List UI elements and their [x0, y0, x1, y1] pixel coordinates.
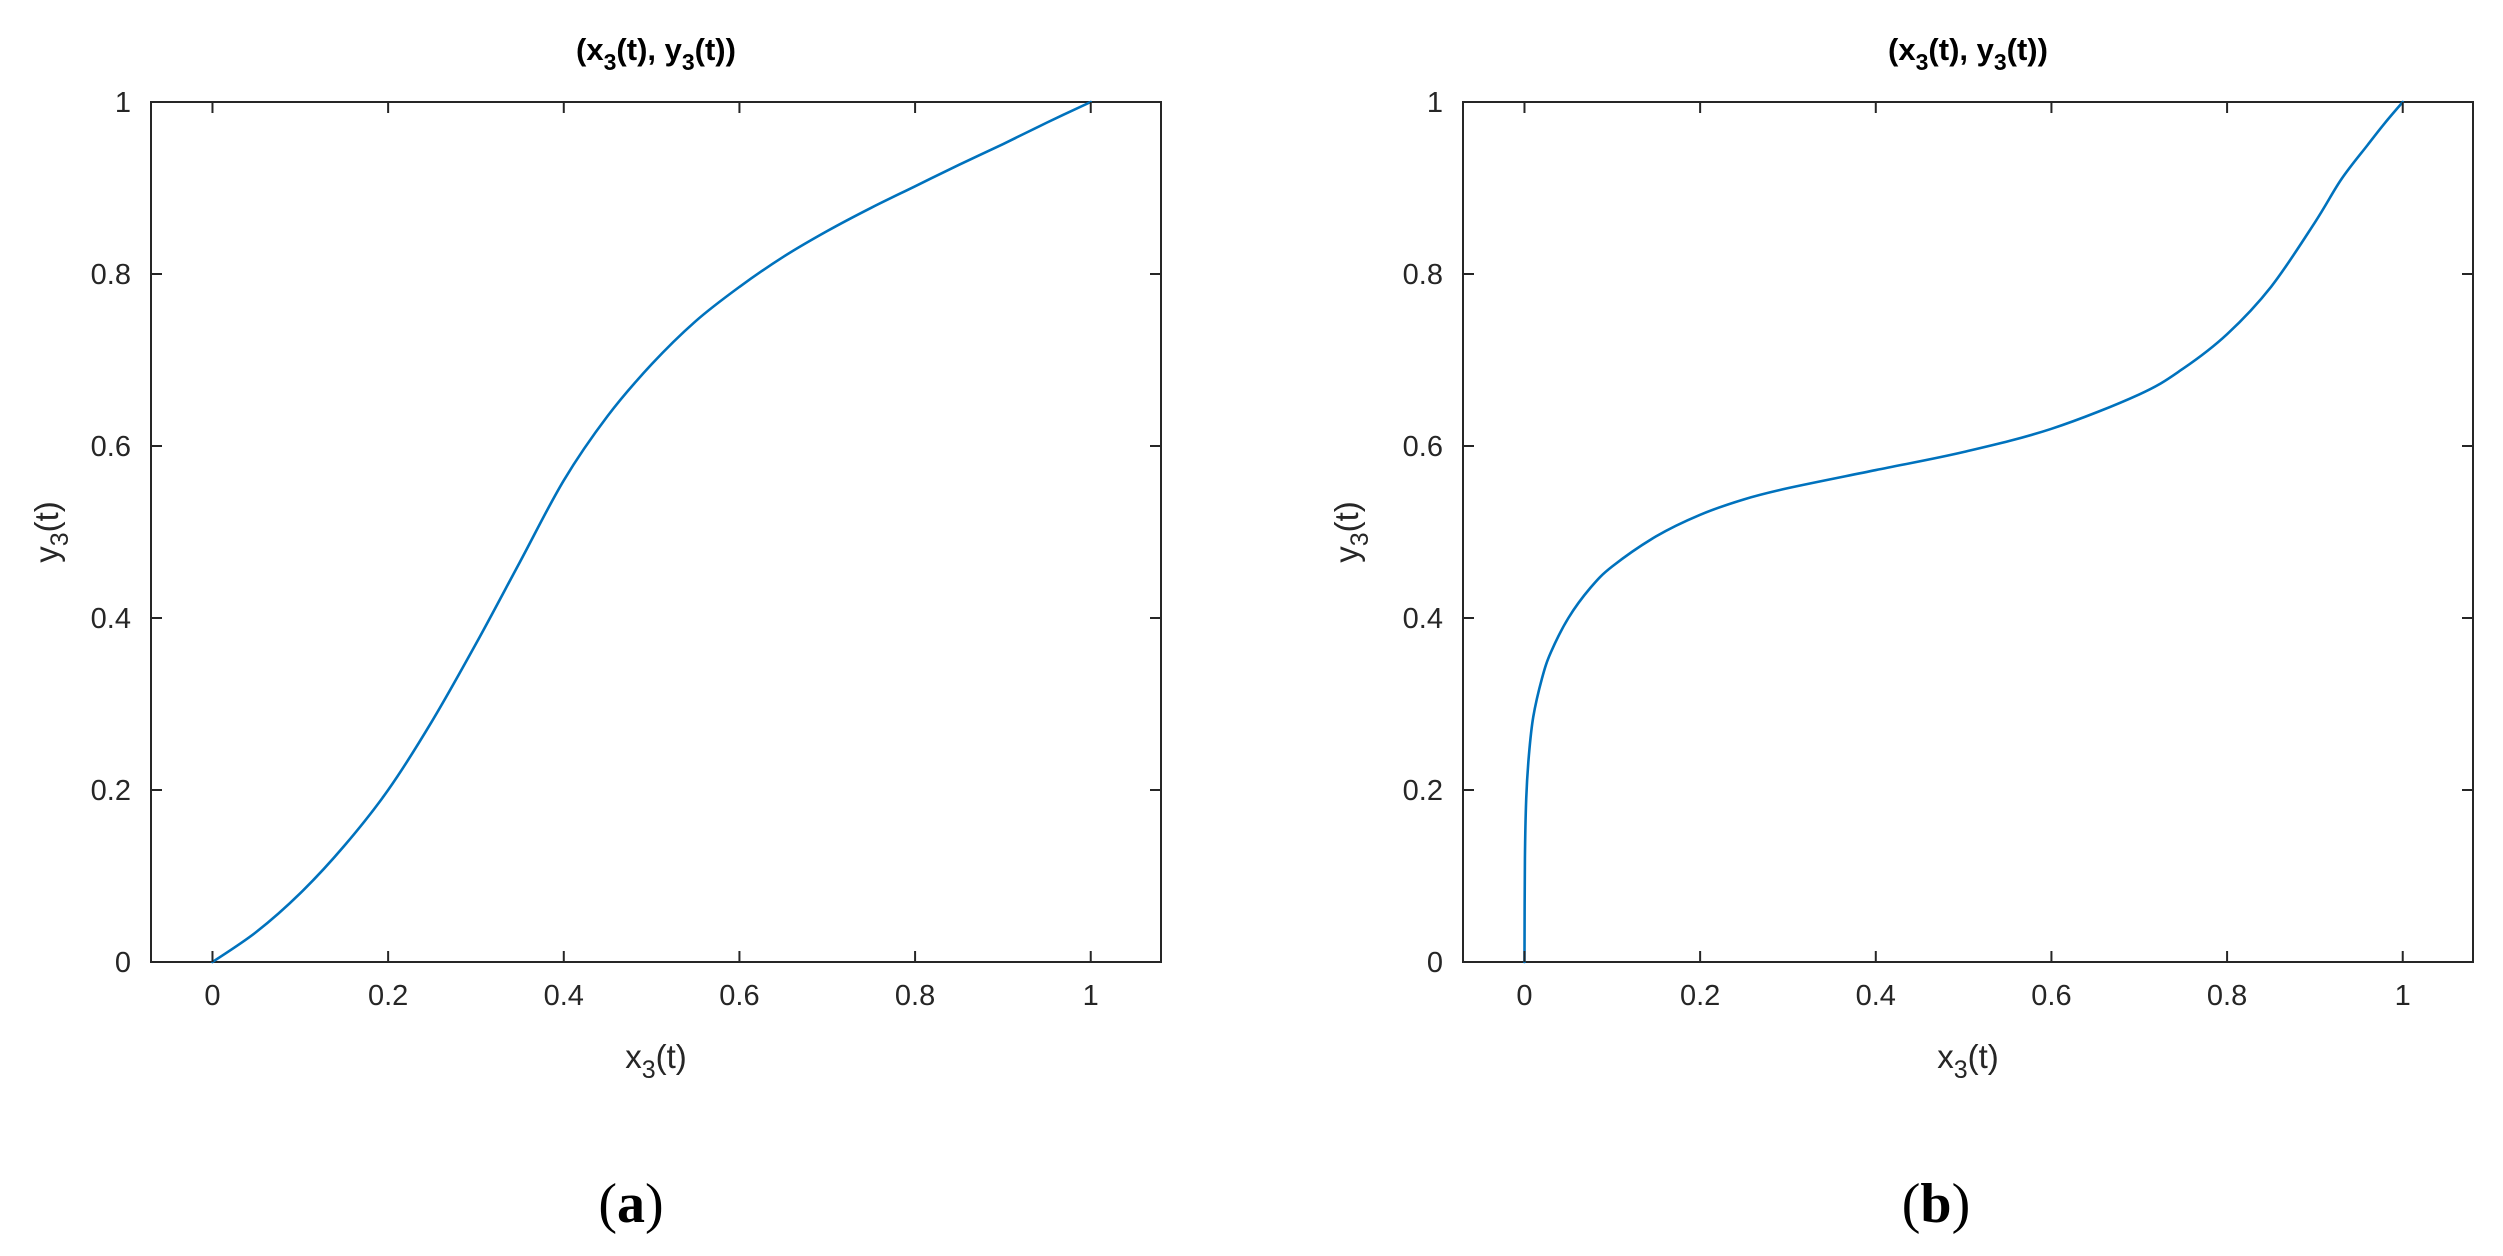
y-tick-label: 0.4	[91, 603, 131, 635]
y-ticks-b: 0 0.2 0.4 0.6 0.8 1	[1403, 87, 2473, 979]
plot-area-a	[150, 101, 1162, 963]
data-line-b	[1523, 100, 2405, 964]
chart-panel-b: 0 0.2 0.4 0.6 0.8 1 0 0.2 0.4 0.6 0.8 1 (x3(t), y3…	[1328, 32, 2474, 1235]
x-tick-label: 0	[204, 980, 220, 1012]
panel-caption-b: (b)	[1902, 1173, 1970, 1235]
x-tick-label: 0.2	[1680, 980, 1720, 1012]
x-tick-label: 0.6	[2031, 980, 2071, 1012]
series-line	[211, 100, 1093, 964]
data-line-a	[211, 100, 1093, 964]
series-line	[1523, 100, 2405, 964]
x-tick-label: 0.4	[1856, 980, 1896, 1012]
x-tick-label: 0.4	[544, 980, 584, 1012]
panel-caption-a: (a)	[598, 1173, 663, 1235]
y-tick-label: 0.2	[1403, 775, 1443, 807]
x-axis-label-a: x3(t)	[625, 1038, 687, 1084]
x-tick-label: 0.8	[2207, 980, 2247, 1012]
y-tick-label: 0	[115, 947, 131, 979]
y-tick-label: 0.2	[91, 775, 131, 807]
y-axis-label-b: y3(t)	[1328, 501, 1374, 563]
x-tick-label: 0.6	[719, 980, 759, 1012]
y-tick-label: 0.6	[1403, 431, 1443, 463]
plot-area-b	[1462, 101, 2474, 963]
x-tick-label: 0.8	[895, 980, 935, 1012]
y-axis-label-a: y3(t)	[28, 501, 74, 563]
x-tick-label: 0	[1516, 980, 1532, 1012]
y-ticks-a: 0 0.2 0.4 0.6 0.8 1	[91, 87, 1161, 979]
y-tick-label: 1	[1427, 87, 1443, 119]
chart-panel-a: 0 0.2 0.4 0.6 0.8 1 0 0.2 0.4 0.6 0.8 1 (x3(t), y3…	[28, 32, 1162, 1235]
y-tick-label: 0.6	[91, 431, 131, 463]
chart-title-b: (x3(t), y3(t))	[1888, 32, 2048, 75]
y-tick-label: 1	[115, 87, 131, 119]
x-tick-label: 1	[2395, 980, 2411, 1012]
x-tick-label: 0.2	[368, 980, 408, 1012]
y-tick-label: 0.4	[1403, 603, 1443, 635]
y-tick-label: 0.8	[91, 259, 131, 291]
chart-title-a: (x3(t), y3(t))	[576, 32, 736, 75]
y-tick-label: 0	[1427, 947, 1443, 979]
x-ticks-a: 0 0.2 0.4 0.6 0.8 1	[204, 102, 1099, 1012]
y-tick-label: 0.8	[1403, 259, 1443, 291]
x-axis-label-b: x3(t)	[1937, 1038, 1999, 1084]
x-ticks-b: 0 0.2 0.4 0.6 0.8 1	[1516, 102, 2411, 1012]
x-tick-label: 1	[1083, 980, 1099, 1012]
